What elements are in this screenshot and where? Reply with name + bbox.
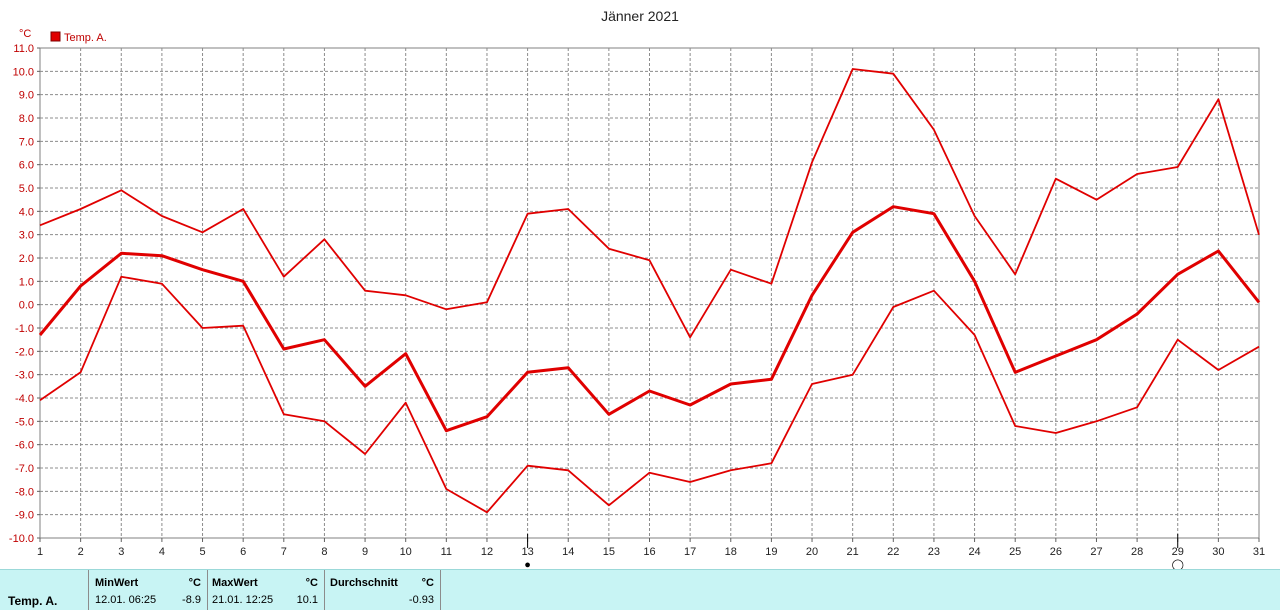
x-tick-label: 1 bbox=[37, 546, 43, 558]
stats-min-cell: MinWert °C 12.01. 06:25 -8.9 bbox=[88, 570, 208, 610]
x-tick-label: 17 bbox=[684, 546, 696, 558]
x-tick-label: 9 bbox=[362, 546, 368, 558]
x-tick-label: 25 bbox=[1009, 546, 1021, 558]
x-tick-label: 4 bbox=[159, 546, 165, 558]
stats-max-unit: °C bbox=[305, 577, 318, 589]
legend-swatch bbox=[50, 31, 61, 42]
y-tick-label: -6.0 bbox=[15, 440, 34, 452]
y-tick-label: 4.0 bbox=[19, 206, 34, 218]
x-tick-label: 22 bbox=[887, 546, 899, 558]
x-tick-label: 10 bbox=[400, 546, 412, 558]
y-tick-label: 2.0 bbox=[19, 253, 34, 265]
stats-max-label: MaxWert bbox=[212, 577, 258, 589]
y-tick-label: 9.0 bbox=[19, 90, 34, 102]
y-tick-label: 3.0 bbox=[19, 230, 34, 242]
y-tick-label: -1.0 bbox=[15, 323, 34, 335]
stats-series-name: Temp. A. bbox=[8, 594, 58, 608]
stats-avg-cell: Durchschnitt °C -0.93 bbox=[324, 570, 441, 610]
y-tick-label: -4.0 bbox=[15, 393, 34, 405]
x-tick-label: 24 bbox=[968, 546, 980, 558]
x-tick-label: 29 bbox=[1172, 546, 1184, 558]
series-line-mean bbox=[38, 205, 1261, 433]
y-tick-label: 8.0 bbox=[19, 113, 34, 125]
grid bbox=[40, 48, 1259, 538]
x-tick-label: 8 bbox=[321, 546, 327, 558]
x-tick-label: 18 bbox=[725, 546, 737, 558]
y-tick-label: -3.0 bbox=[15, 370, 34, 382]
x-tick-label: 2 bbox=[78, 546, 84, 558]
x-tick-label: 3 bbox=[118, 546, 124, 558]
x-tick-label: 7 bbox=[281, 546, 287, 558]
x-tick-label: 6 bbox=[240, 546, 246, 558]
stats-avg-unit: °C bbox=[421, 577, 434, 589]
y-tick-label: 0.0 bbox=[19, 300, 34, 312]
x-tick-label: 26 bbox=[1050, 546, 1062, 558]
x-tick-label: 23 bbox=[928, 546, 940, 558]
series-line-max bbox=[39, 68, 1260, 339]
x-tick-label: 27 bbox=[1090, 546, 1102, 558]
stats-avg-label: Durchschnitt bbox=[330, 577, 398, 589]
y-tick-label: -5.0 bbox=[15, 416, 34, 428]
y-tick-label: 6.0 bbox=[19, 160, 34, 172]
x-tick-label: 15 bbox=[603, 546, 615, 558]
x-tick-label: 16 bbox=[643, 546, 655, 558]
y-axis-ticks: 11.0 10.0 9.0 8.0 7.0 6.0 5.0 4.0 3.0 2.0 1.0 0.0 -1… bbox=[9, 43, 40, 545]
chart-title: Jänner 2021 bbox=[601, 8, 679, 24]
y-tick-label: 1.0 bbox=[19, 276, 34, 288]
y-tick-label: -2.0 bbox=[15, 346, 34, 358]
y-tick-label: -10.0 bbox=[9, 533, 34, 545]
y-tick-label: 11.0 bbox=[13, 43, 34, 55]
x-tick-label: 19 bbox=[765, 546, 777, 558]
x-tick-label: 20 bbox=[806, 546, 818, 558]
stats-max-time: 21.01. 12:25 bbox=[212, 594, 274, 606]
x-tick-label: 14 bbox=[562, 546, 574, 558]
x-tick-label: 28 bbox=[1131, 546, 1143, 558]
y-tick-label: 7.0 bbox=[19, 136, 34, 148]
legend-label: Temp. A. bbox=[64, 32, 107, 44]
x-tick-label: 31 bbox=[1253, 546, 1265, 558]
y-tick-label: -9.0 bbox=[15, 510, 34, 522]
temperature-chart: 11.0 10.0 9.0 8.0 7.0 6.0 5.0 4.0 3.0 2.0 1.0 0.0 -1… bbox=[9, 8, 1265, 569]
y-tick-label: -8.0 bbox=[15, 486, 34, 498]
y-tick-label: -7.0 bbox=[15, 463, 34, 475]
x-tick-label: 12 bbox=[481, 546, 493, 558]
stats-series-cell bbox=[0, 570, 89, 610]
statistics-panel: Temp. A. MinWert °C 12.01. 06:25 -8.9 Ma… bbox=[0, 569, 1280, 610]
stats-min-time: 12.01. 06:25 bbox=[95, 594, 157, 606]
y-tick-label: 10.0 bbox=[13, 66, 34, 78]
x-axis-ticks: 1 2 3 4 5 6 7 8 9 10 11 12 13 14 15 16 17 18 19 20 21 22 23 24 2… bbox=[37, 538, 1265, 558]
moon-phase-marker: ● bbox=[524, 559, 531, 569]
x-tick-label: 30 bbox=[1212, 546, 1224, 558]
x-tick-label: 11 bbox=[441, 546, 452, 558]
moon-phase-markers: ● ◯ bbox=[524, 534, 1184, 569]
x-tick-label: 21 bbox=[847, 546, 859, 558]
x-tick-label: 13 bbox=[521, 546, 533, 558]
y-tick-label: 5.0 bbox=[19, 183, 34, 195]
stats-min-value: -8.9 bbox=[182, 594, 201, 606]
series-line-min bbox=[39, 275, 1260, 514]
stats-min-unit: °C bbox=[188, 577, 201, 589]
stats-max-cell: MaxWert °C 21.01. 12:25 10.1 bbox=[206, 570, 325, 610]
series-lines bbox=[38, 68, 1261, 514]
moon-phase-marker: ◯ bbox=[1172, 559, 1184, 569]
stats-min-label: MinWert bbox=[95, 577, 139, 589]
x-tick-label: 5 bbox=[199, 546, 205, 558]
y-axis-unit: °C bbox=[19, 28, 31, 40]
stats-max-value: 10.1 bbox=[296, 594, 318, 606]
stats-avg-value: -0.93 bbox=[408, 594, 434, 606]
